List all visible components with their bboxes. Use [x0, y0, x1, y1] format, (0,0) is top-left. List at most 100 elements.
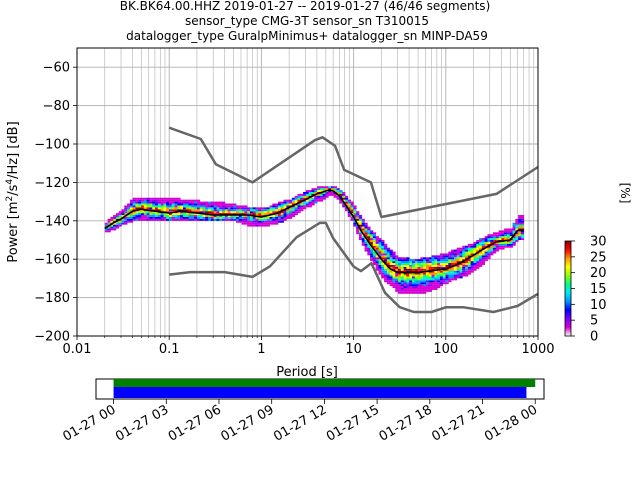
- psd-cell: [384, 280, 388, 283]
- psd-cell: [364, 249, 368, 252]
- psd-cell: [451, 249, 455, 252]
- psd-cell: [289, 213, 293, 216]
- psd-cell: [509, 234, 513, 237]
- psd-cell: [205, 209, 209, 212]
- colorbar-tick-label: 0: [590, 330, 598, 345]
- psd-cell: [392, 259, 396, 262]
- psd-cell: [289, 207, 293, 210]
- psd-cell: [484, 247, 488, 250]
- psd-cell: [104, 222, 108, 225]
- psd-cell: [174, 209, 178, 212]
- psd-cell: [459, 274, 463, 277]
- psd-cell: [118, 222, 122, 225]
- psd-cell: [420, 261, 424, 264]
- psd-cell: [506, 241, 511, 244]
- psd-cell: [146, 213, 150, 216]
- psd-cell: [263, 207, 268, 210]
- psd-cell: [506, 234, 511, 237]
- psd-cell: [305, 190, 310, 192]
- psd-cell: [378, 251, 382, 254]
- psd-cell: [177, 218, 181, 221]
- psd-cell: [196, 216, 201, 219]
- psd-cell: [258, 207, 262, 210]
- psd-cell: [445, 268, 449, 271]
- psd-cell: [283, 205, 287, 208]
- psd-cell: [222, 213, 226, 216]
- psd-cell: [107, 228, 111, 231]
- psd-cell: [146, 216, 150, 219]
- psd-cell: [479, 253, 483, 256]
- psd-cell: [476, 263, 480, 265]
- psd-cell: [149, 213, 153, 216]
- psd-cell: [398, 288, 402, 290]
- psd-cell: [110, 224, 114, 227]
- psd-cell: [336, 188, 340, 191]
- psd-cell: [255, 216, 259, 219]
- psd-cell: [157, 213, 162, 216]
- psd-cell: [210, 209, 215, 212]
- psd-cell: [138, 215, 142, 217]
- psd-cell: [414, 259, 418, 262]
- psd-cell: [266, 222, 270, 225]
- psd-cell: [219, 213, 223, 216]
- psd-cell: [487, 251, 491, 254]
- psd-cell: [414, 261, 418, 264]
- psd-cell: [484, 238, 488, 240]
- psd-cell: [230, 203, 234, 206]
- psd-cell: [392, 264, 396, 267]
- psd-cell: [442, 274, 446, 277]
- psd-cell: [398, 270, 402, 273]
- psd-cell: [283, 216, 287, 219]
- psd-cell: [230, 218, 234, 221]
- psd-cell: [465, 263, 469, 265]
- colorbar-label: [%]: [618, 183, 632, 204]
- psd-cell: [275, 205, 279, 208]
- psd-cell: [356, 218, 360, 221]
- psd-cell: [409, 266, 413, 269]
- psd-cell: [124, 218, 128, 221]
- psd-cell: [400, 270, 405, 273]
- psd-cell: [495, 243, 499, 246]
- psd-cell: [347, 211, 351, 214]
- psd-cell: [297, 207, 301, 210]
- coverage-bar: [113, 379, 536, 387]
- psd-cell: [205, 215, 209, 217]
- psd-cell: [473, 245, 477, 248]
- psd-cell: [465, 266, 469, 269]
- psd-cell: [314, 201, 318, 204]
- psd-cell: [317, 188, 321, 191]
- timeline-tick-label: 01-28 00: [482, 402, 540, 444]
- psd-cell: [188, 201, 192, 204]
- psd-cell: [403, 278, 407, 281]
- psd-cell: [224, 211, 229, 214]
- psd-cell: [378, 261, 382, 264]
- psd-cell: [495, 238, 499, 240]
- psd-cell: [400, 268, 405, 271]
- psd-cell: [157, 216, 162, 219]
- psd-cell: [395, 274, 399, 277]
- psd-cell: [166, 205, 170, 208]
- psd-cell: [492, 234, 497, 237]
- psd-cell: [255, 224, 259, 227]
- psd-cell: [375, 268, 379, 271]
- psd-cell: [501, 236, 505, 239]
- psd-cell: [199, 203, 203, 206]
- psd-cell: [146, 197, 150, 200]
- psd-cell: [437, 286, 441, 288]
- psd-cell: [104, 230, 108, 233]
- psd-cell: [121, 209, 125, 212]
- psd-cell: [411, 278, 416, 281]
- psd-cell: [445, 263, 449, 265]
- psd-cell: [166, 199, 170, 202]
- psd-cell: [129, 216, 134, 219]
- psd-cell: [249, 222, 254, 225]
- psd-cell: [462, 253, 466, 256]
- psd-cell: [453, 259, 458, 262]
- psd-cell: [233, 211, 237, 214]
- psd-cell: [512, 226, 516, 229]
- psd-cell: [411, 288, 416, 290]
- psd-cell: [490, 247, 494, 250]
- psd-cell: [219, 218, 223, 221]
- psd-cell: [470, 261, 474, 264]
- psd-cell: [392, 255, 396, 258]
